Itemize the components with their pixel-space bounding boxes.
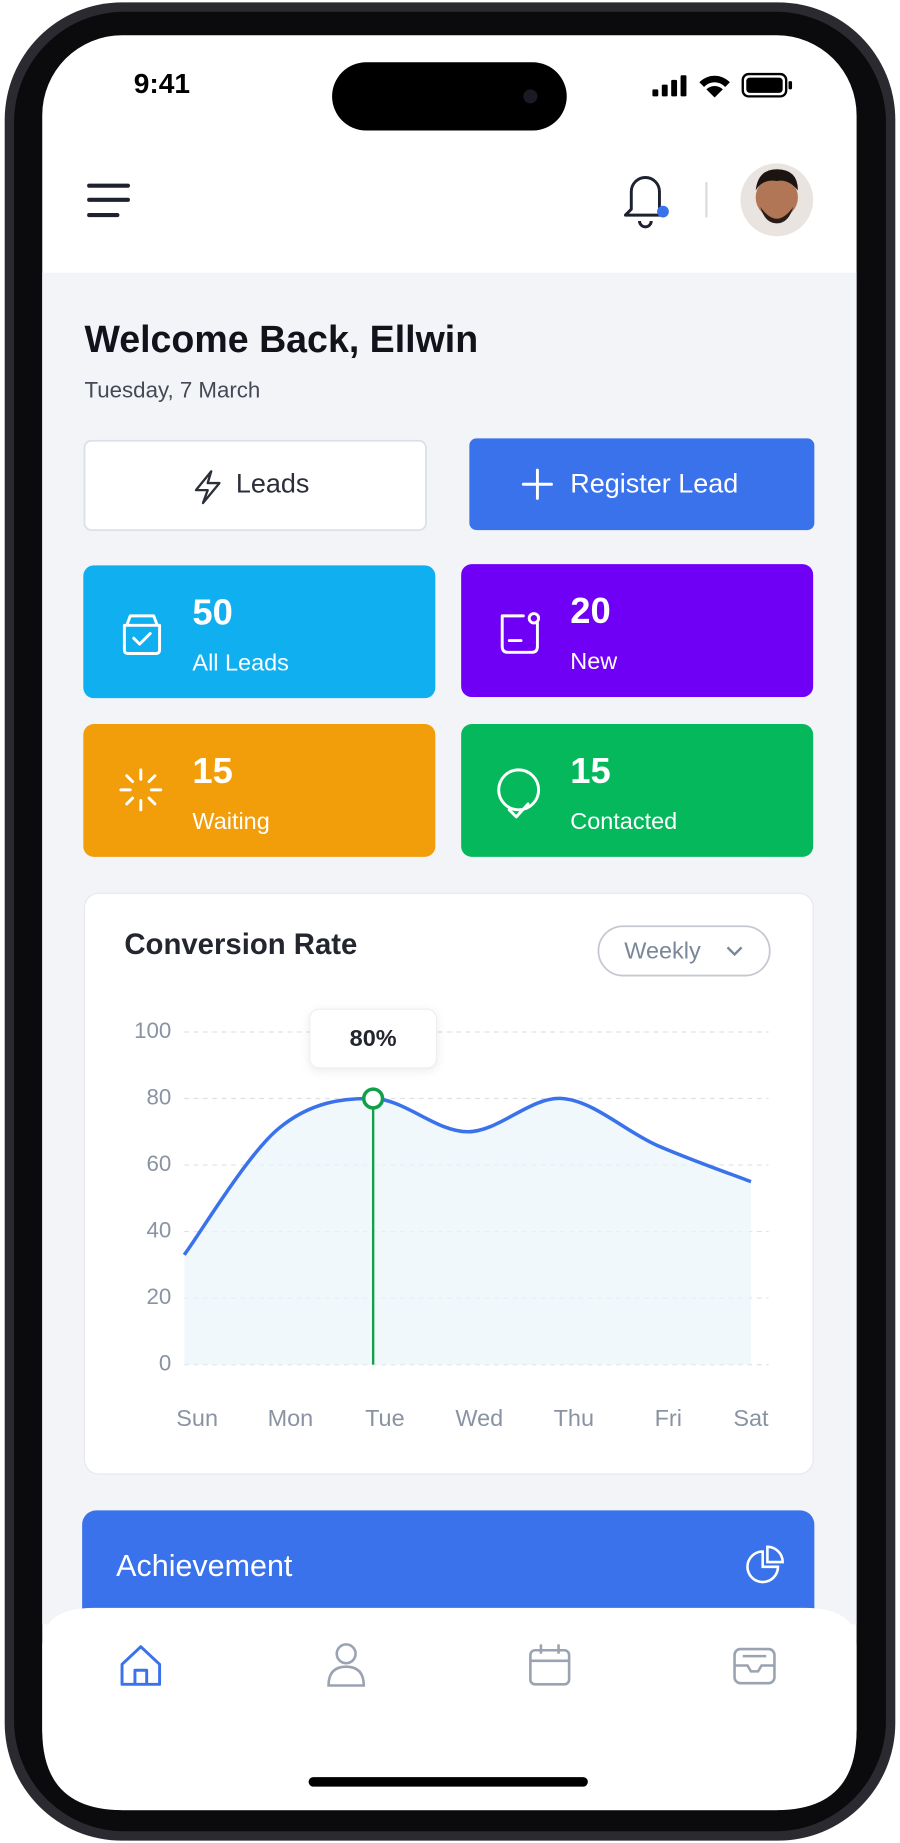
tooltip-label: 80% <box>350 1025 397 1051</box>
pie-icon <box>746 1545 784 1584</box>
x-tick-label: Mon <box>268 1405 314 1431</box>
highlight-point <box>361 1087 385 1110</box>
notification-button[interactable] <box>623 176 669 229</box>
home-indicator <box>308 1777 588 1787</box>
x-tick-label: Thu <box>554 1405 594 1431</box>
stat-card[interactable]: 15 Contacted <box>461 724 814 857</box>
dynamic-island <box>332 62 567 131</box>
stat-card[interactable]: 50 All Leads <box>83 565 436 699</box>
x-tick-label: Sat <box>733 1405 769 1431</box>
nav-inbox[interactable] <box>733 1647 776 1685</box>
line <box>182 1096 752 1256</box>
area <box>184 1098 751 1365</box>
stat-label: New <box>570 648 617 674</box>
stat-label: Contacted <box>570 808 677 834</box>
y-tick-label: 0 <box>159 1350 171 1375</box>
stat-card-bg <box>461 564 814 698</box>
camera <box>523 89 538 104</box>
stat-card-bg <box>83 724 436 857</box>
achievement-title: Achievement <box>116 1549 293 1583</box>
stat-label: Waiting <box>192 808 269 834</box>
date: Tuesday, 7 March <box>84 377 260 402</box>
status-time: 9:41 <box>134 67 190 99</box>
stat-card[interactable]: 20 New <box>461 564 814 698</box>
stat-value: 15 <box>192 750 232 791</box>
bottom-nav <box>42 1607 857 1811</box>
stat-icon <box>122 614 162 655</box>
stat-icon <box>497 768 541 819</box>
y-tick-label: 100 <box>134 1018 171 1043</box>
nav-home[interactable] <box>120 1645 162 1686</box>
filter-dropdown[interactable]: Weekly <box>597 925 771 977</box>
stat-icon <box>119 768 163 812</box>
stat-card-bg <box>461 724 814 857</box>
stat-value: 20 <box>570 590 610 631</box>
stat-card-bg <box>83 565 436 699</box>
avatar[interactable] <box>740 163 814 237</box>
nav-calendar[interactable] <box>529 1644 571 1686</box>
leads-button[interactable]: Leads <box>83 439 427 531</box>
button-label: Leads <box>236 469 310 499</box>
x-tick-label: Sun <box>176 1405 218 1431</box>
register-button[interactable]: Register Lead <box>469 438 815 531</box>
x-tick-label: Tue <box>365 1405 405 1431</box>
status-icons <box>652 72 793 98</box>
menu-button[interactable] <box>87 183 130 218</box>
y-tick-label: 40 <box>147 1217 172 1242</box>
welcome-title: Welcome Back, Ellwin <box>84 318 478 360</box>
y-tick-label: 80 <box>147 1084 172 1109</box>
chart-title: Conversion Rate <box>124 928 357 961</box>
stat-label: All Leads <box>192 649 288 675</box>
nav-profile[interactable] <box>327 1643 366 1687</box>
y-tick-label: 60 <box>147 1151 172 1176</box>
tooltip <box>309 1008 438 1069</box>
stat-icon <box>500 612 541 654</box>
button-label: Register Lead <box>570 469 738 499</box>
stat-value: 15 <box>570 750 610 791</box>
x-tick-label: Fri <box>655 1405 682 1431</box>
stat-value: 50 <box>192 591 232 632</box>
y-tick-label: 20 <box>147 1284 172 1309</box>
filter-label: Weekly <box>624 937 701 963</box>
x-tick-label: Wed <box>455 1405 503 1431</box>
stat-card[interactable]: 15 Waiting <box>83 724 436 857</box>
